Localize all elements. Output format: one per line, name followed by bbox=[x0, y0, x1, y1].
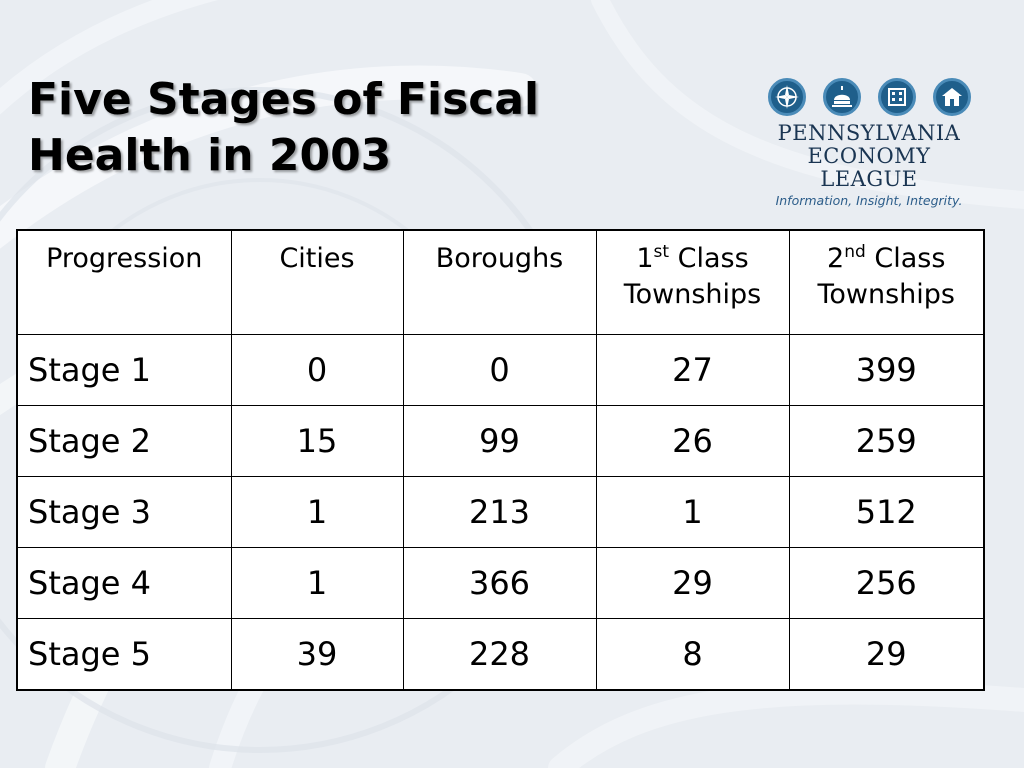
capitol-dome-icon bbox=[823, 78, 861, 116]
table-header-row: Progression Cities Boroughs 1st Class Tow… bbox=[16, 229, 985, 335]
header-progression: Progression bbox=[16, 229, 232, 335]
stage-cell: Stage 2 bbox=[16, 405, 232, 477]
cities-cell: 15 bbox=[230, 405, 404, 477]
stage-cell: Stage 3 bbox=[16, 476, 232, 548]
header-first-class-line2: Townships bbox=[623, 279, 762, 310]
header-second-class-line2: Townships bbox=[817, 279, 955, 310]
cities-cell: 1 bbox=[230, 547, 404, 619]
cities-cell: 39 bbox=[230, 618, 404, 691]
first-class-cell: 26 bbox=[595, 405, 790, 477]
second-class-cell: 399 bbox=[788, 334, 985, 406]
first-class-cell: 29 bbox=[595, 547, 790, 619]
first-class-cell: 1 bbox=[595, 476, 790, 548]
boroughs-cell: 228 bbox=[402, 618, 597, 691]
logo-tagline: Information, Insight, Integrity. bbox=[775, 193, 963, 208]
stage-cell: Stage 4 bbox=[16, 547, 232, 619]
header-second-class-townships: 2nd Class Townships bbox=[788, 229, 985, 335]
pel-logo: PENNSYLVANIA ECONOMY LEAGUE Information,… bbox=[762, 78, 982, 208]
header-cities: Cities bbox=[230, 229, 404, 335]
header-first-class-townships: 1st Class Townships bbox=[595, 229, 790, 335]
boroughs-cell: 213 bbox=[402, 476, 597, 548]
table-row: Stage 3 1 213 1 512 bbox=[16, 476, 985, 548]
slide-title: Five Stages of Fiscal Health in 2003 bbox=[28, 74, 540, 181]
cities-cell: 0 bbox=[230, 334, 404, 406]
stage-cell: Stage 1 bbox=[16, 334, 232, 406]
header-first-class-sup: st bbox=[653, 242, 670, 262]
logo-name-line2: ECONOMY LEAGUE bbox=[807, 144, 931, 191]
table-row: Stage 2 15 99 26 259 bbox=[16, 405, 985, 477]
boroughs-cell: 366 bbox=[402, 547, 597, 619]
fiscal-health-table: Progression Cities Boroughs 1st Class Tow… bbox=[16, 229, 985, 691]
table-row: Stage 4 1 366 29 256 bbox=[16, 547, 985, 619]
second-class-cell: 29 bbox=[788, 618, 985, 691]
boroughs-cell: 99 bbox=[402, 405, 597, 477]
boroughs-cell: 0 bbox=[402, 334, 597, 406]
logo-icons bbox=[762, 78, 982, 116]
cities-cell: 1 bbox=[230, 476, 404, 548]
second-class-cell: 512 bbox=[788, 476, 985, 548]
building-icon bbox=[878, 78, 916, 116]
house-icon bbox=[933, 78, 971, 116]
header-second-class-rest: Class bbox=[865, 243, 946, 274]
header-second-class-num: 2 bbox=[827, 243, 845, 274]
header-first-class-num: 1 bbox=[636, 243, 654, 274]
first-class-cell: 27 bbox=[595, 334, 790, 406]
header-first-class-rest: Class bbox=[669, 243, 749, 274]
stage-cell: Stage 5 bbox=[16, 618, 232, 691]
second-class-cell: 256 bbox=[788, 547, 985, 619]
table-row: Stage 5 39 228 8 29 bbox=[16, 618, 985, 691]
table-row: Stage 1 0 0 27 399 bbox=[16, 334, 985, 406]
header-boroughs: Boroughs bbox=[402, 229, 597, 335]
compass-icon bbox=[768, 78, 806, 116]
first-class-cell: 8 bbox=[595, 618, 790, 691]
second-class-cell: 259 bbox=[788, 405, 985, 477]
header-second-class-sup: nd bbox=[844, 242, 866, 262]
logo-name-line1: PENNSYLVANIA bbox=[777, 121, 961, 145]
